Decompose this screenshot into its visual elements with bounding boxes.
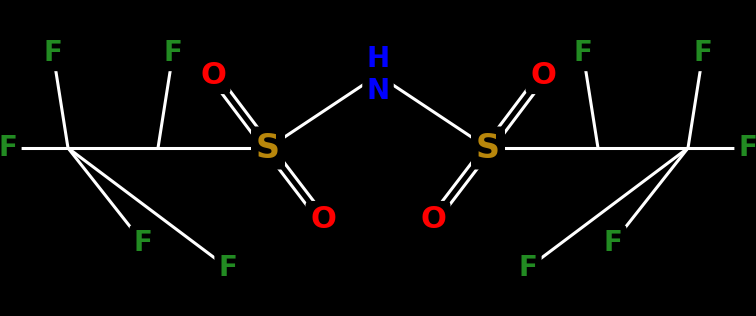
Text: F: F (603, 229, 622, 257)
Text: O: O (420, 205, 446, 234)
Text: F: F (218, 254, 237, 282)
Text: O: O (200, 60, 226, 89)
Text: F: F (163, 39, 182, 67)
Text: F: F (134, 229, 153, 257)
Text: O: O (530, 60, 556, 89)
Text: H
N: H N (367, 45, 389, 105)
Text: F: F (574, 39, 593, 67)
Text: F: F (693, 39, 712, 67)
Text: S: S (476, 131, 500, 165)
Text: F: F (44, 39, 63, 67)
Text: F: F (519, 254, 538, 282)
Text: F: F (739, 134, 756, 162)
Text: F: F (0, 134, 17, 162)
Text: O: O (310, 205, 336, 234)
Text: S: S (256, 131, 280, 165)
